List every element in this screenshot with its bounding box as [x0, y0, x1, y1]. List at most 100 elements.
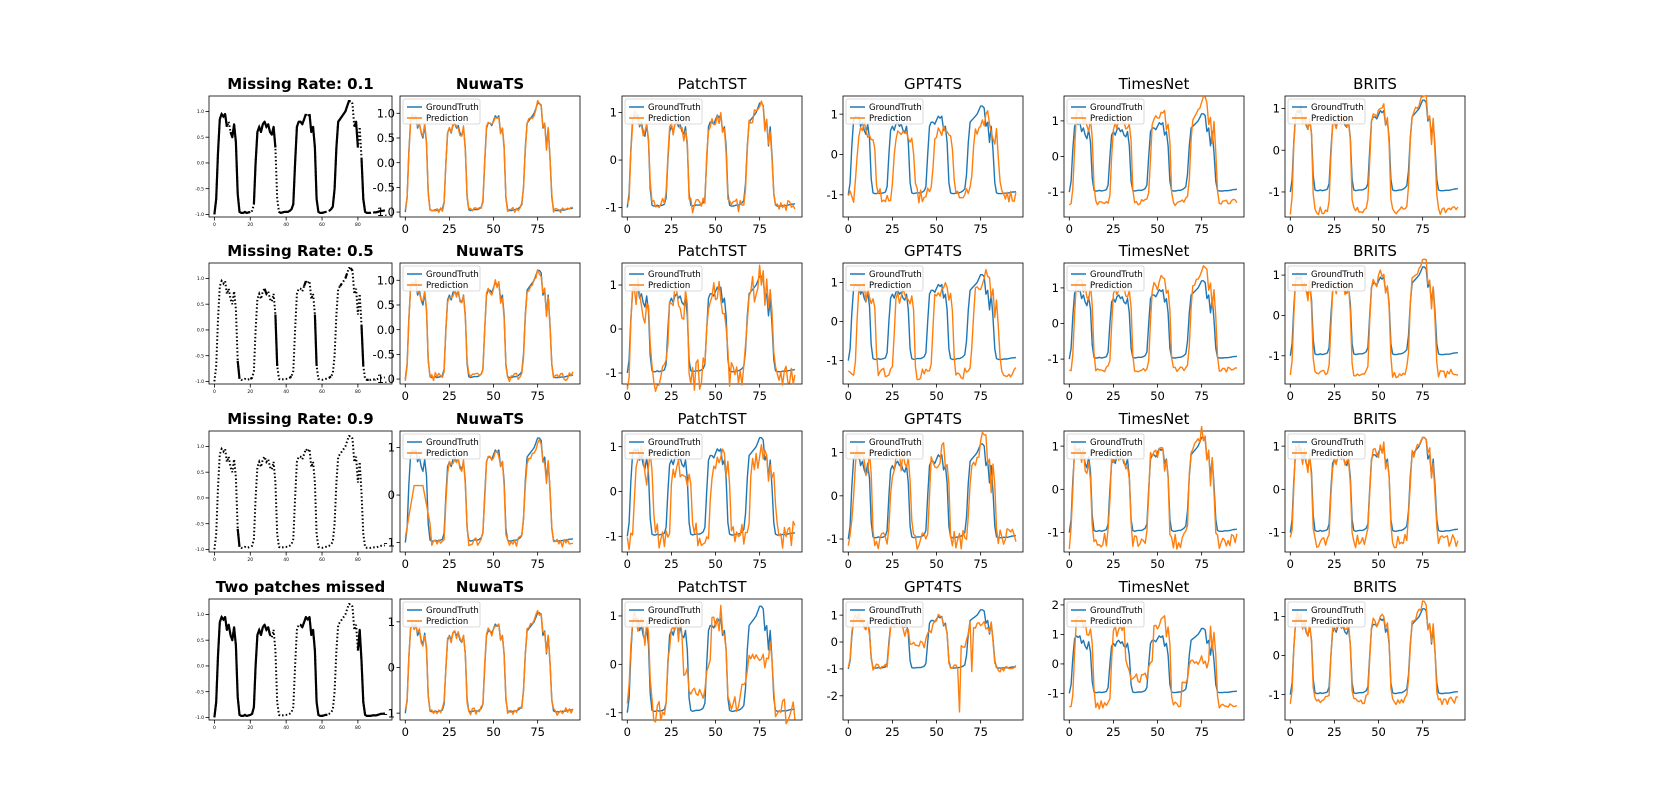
- y-tick-label: 0: [388, 488, 395, 502]
- legend-label-groundtruth: GroundTruth: [1311, 103, 1364, 113]
- legend-label-prediction: Prediction: [1090, 449, 1132, 459]
- input-missing-line: [213, 267, 386, 382]
- groundtruth-line: [626, 275, 796, 374]
- x-tick-label: 0: [1287, 725, 1294, 739]
- y-tick-label: 0: [1052, 657, 1059, 671]
- x-tick-label: 0: [213, 725, 216, 731]
- y-tick-label: 0.5: [197, 302, 204, 308]
- y-tick-label: 0: [1052, 482, 1059, 496]
- legend-box: [624, 98, 703, 125]
- legend-label-groundtruth: GroundTruth: [1311, 438, 1364, 448]
- x-tick-label: 75: [530, 725, 545, 739]
- y-tick-label: -0.5: [195, 521, 204, 527]
- x-tick-label: 50: [1371, 557, 1386, 571]
- prediction-line: [847, 268, 1017, 381]
- legend-label-prediction: Prediction: [1311, 449, 1353, 459]
- x-tick-label: 50: [486, 222, 501, 236]
- y-tick-label: -0.5: [195, 353, 204, 359]
- input-panel: Two patches missed 0 20 40 60 80 1.0 0.5 0.0 -0.5…: [195, 578, 393, 731]
- x-tick-label: 25: [885, 389, 900, 403]
- x-tick-label: 25: [1106, 222, 1121, 236]
- x-tick-label: 0: [1066, 389, 1073, 403]
- axes-frame: [842, 598, 1024, 721]
- groundtruth-line: [1068, 113, 1238, 193]
- y-tick-label: 0.5: [377, 298, 395, 312]
- x-tick-label: 50: [708, 389, 723, 403]
- y-tick-label: 1: [831, 276, 838, 290]
- x-tick-label: 80: [355, 222, 361, 228]
- legend-label-prediction: Prediction: [869, 449, 911, 459]
- legend-box: [402, 433, 481, 460]
- prediction-line: [847, 431, 1017, 550]
- x-tick-label: 50: [1150, 389, 1165, 403]
- prediction-line: [404, 609, 574, 716]
- y-tick-label: 0.5: [197, 470, 204, 476]
- x-tick-label: 0: [1066, 557, 1073, 571]
- legend-box: [845, 98, 924, 125]
- y-tick-label: 0: [610, 485, 617, 499]
- y-tick-label: 1: [831, 446, 838, 460]
- axes-frame: [208, 262, 393, 385]
- x-tick-label: 75: [1194, 725, 1209, 739]
- prediction-line: [404, 438, 574, 548]
- legend-box: [1066, 433, 1145, 460]
- y-tick-label: -1: [384, 536, 395, 550]
- legend-box: [845, 265, 924, 292]
- x-tick-label: 25: [664, 557, 679, 571]
- axes-frame: [1284, 95, 1466, 218]
- panel-title: BRITS: [1353, 410, 1397, 428]
- panel-title: PatchTST: [677, 242, 747, 260]
- prediction-line: [1289, 436, 1459, 549]
- x-tick-label: 75: [1415, 725, 1430, 739]
- x-tick-label: 25: [1327, 557, 1342, 571]
- y-tick-label: 1: [610, 609, 617, 623]
- y-tick-label: -1: [1269, 688, 1280, 702]
- x-tick-label: 50: [929, 222, 944, 236]
- axes-frame: [1063, 430, 1245, 553]
- y-tick-label: 1.0: [197, 109, 204, 115]
- x-tick-label: 0: [845, 557, 852, 571]
- legend-label-groundtruth: GroundTruth: [869, 438, 922, 448]
- panel-title: GPT4TS: [904, 75, 962, 93]
- y-tick-label: 0: [1273, 482, 1280, 496]
- panel-title: BRITS: [1353, 578, 1397, 596]
- panel-timesnet: TimesNet 0 25 50 75 2 1 0 -1 GroundTruthPredictio…: [1048, 578, 1245, 739]
- y-tick-label: 1: [1273, 102, 1280, 116]
- y-tick-label: 0: [610, 657, 617, 671]
- y-tick-label: 1: [831, 107, 838, 121]
- x-tick-label: 75: [752, 725, 767, 739]
- legend-label-prediction: Prediction: [1311, 617, 1353, 627]
- axes-frame: [399, 95, 581, 218]
- axes-frame: [208, 598, 393, 721]
- x-tick-label: 20: [247, 557, 253, 563]
- legend-box: [624, 433, 703, 460]
- legend-box: [1287, 98, 1366, 125]
- y-tick-label: 1: [610, 440, 617, 454]
- legend-box: [624, 265, 703, 292]
- y-tick-label: 1: [1052, 628, 1059, 642]
- axes-frame: [621, 95, 803, 218]
- x-tick-label: 50: [929, 725, 944, 739]
- groundtruth-line: [1068, 280, 1238, 360]
- axes-frame: [621, 598, 803, 721]
- x-tick-label: 50: [1150, 557, 1165, 571]
- x-tick-label: 0: [1287, 222, 1294, 236]
- x-tick-label: 40: [283, 725, 289, 731]
- input-panel: Missing Rate: 0.9 0 20 40 60 80 1.0 0.5 0.0 -0.5 -…: [195, 410, 393, 563]
- x-tick-label: 25: [1327, 725, 1342, 739]
- x-tick-label: 50: [929, 557, 944, 571]
- y-tick-label: 1: [1052, 281, 1059, 295]
- legend-label-prediction: Prediction: [1090, 281, 1132, 291]
- y-tick-label: 1.0: [197, 612, 204, 618]
